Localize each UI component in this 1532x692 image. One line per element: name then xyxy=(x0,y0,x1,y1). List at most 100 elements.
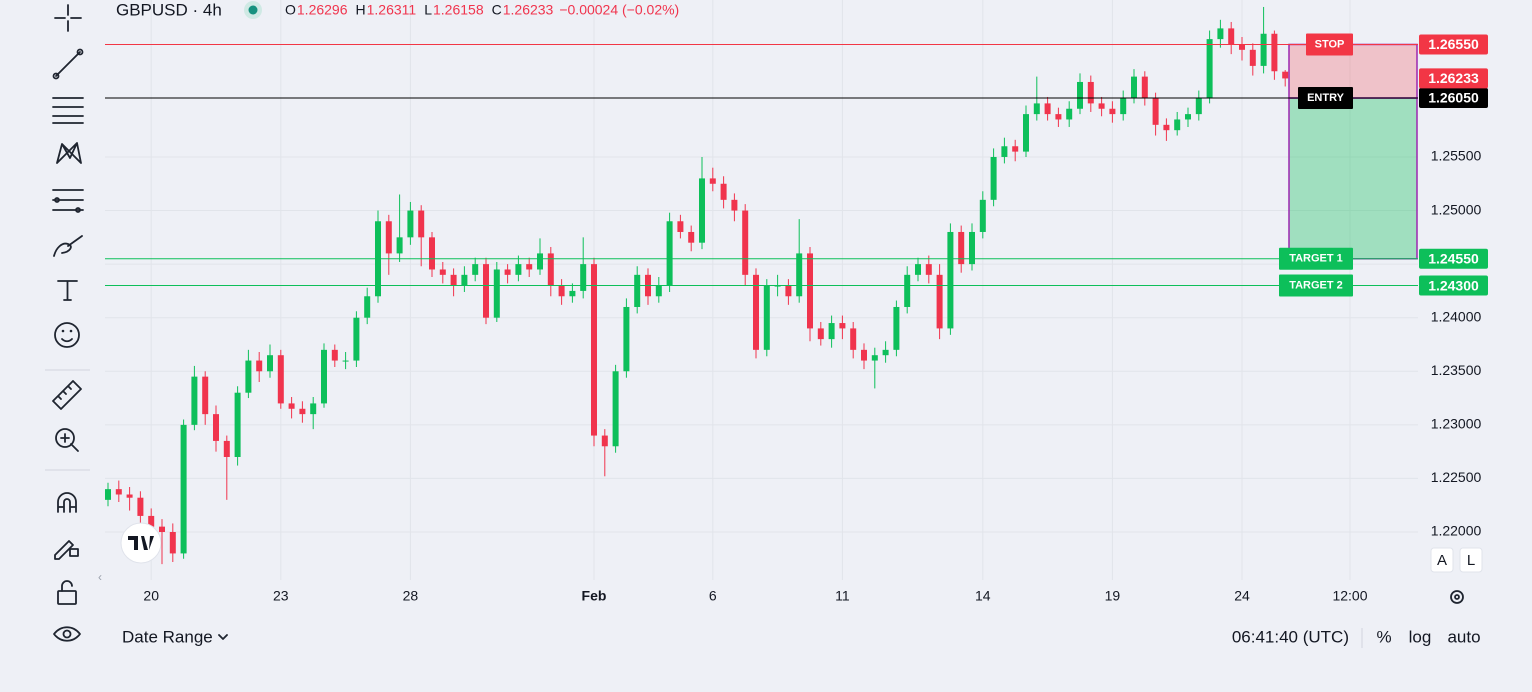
candle-body xyxy=(1098,103,1105,109)
log-scale-button[interactable]: log xyxy=(1409,627,1432,646)
candle-body xyxy=(245,360,252,393)
lock-tool[interactable] xyxy=(57,580,77,605)
candle-body xyxy=(115,489,122,495)
y-tick-label: 1.22500 xyxy=(1431,469,1482,485)
candle-body xyxy=(1044,103,1051,115)
change-label: −0.00024 (−0.02%) xyxy=(559,2,679,18)
candle-body xyxy=(882,349,889,356)
candle-body xyxy=(267,355,273,372)
candle-body xyxy=(385,221,392,254)
level-tag xyxy=(1298,87,1353,110)
date-range-chevron[interactable] xyxy=(218,634,228,640)
magnet-tool[interactable] xyxy=(57,492,77,513)
text-tool[interactable] xyxy=(57,280,78,301)
prediction-tool[interactable] xyxy=(52,189,84,213)
candle-body xyxy=(558,285,565,297)
candle-body xyxy=(223,440,230,457)
candle-body xyxy=(461,274,468,286)
x-tick-label: 28 xyxy=(403,588,419,604)
candle-body xyxy=(105,489,111,500)
tv-logo[interactable] xyxy=(120,522,162,564)
candle-body xyxy=(1087,81,1094,104)
x-tick-label: 12:00 xyxy=(1332,588,1367,604)
zoom-tool[interactable] xyxy=(55,428,79,452)
price-label: 1.24550 xyxy=(1428,250,1479,266)
candle-body xyxy=(828,323,835,340)
brush-tool[interactable] xyxy=(53,235,83,257)
ohlc-value: 1.26311 xyxy=(367,2,417,18)
candle-body xyxy=(861,349,867,361)
candle-body xyxy=(1077,81,1083,109)
candle-body xyxy=(1239,44,1245,50)
candle-body xyxy=(1185,114,1191,120)
ohlc-value: 1.26296 xyxy=(297,2,348,18)
price-label-box xyxy=(1419,275,1488,296)
scroll-arrow[interactable]: ‹ xyxy=(98,570,102,584)
x-tick-label: 20 xyxy=(143,588,159,604)
candle-body xyxy=(472,264,479,275)
auto-button[interactable] xyxy=(1430,547,1454,573)
y-tick-label: 1.24000 xyxy=(1431,308,1482,324)
auto-scale-button[interactable]: auto xyxy=(1447,627,1480,646)
clock[interactable]: 06:41:40 (UTC) xyxy=(1232,627,1349,646)
percent-button[interactable]: % xyxy=(1376,627,1391,646)
candle-body xyxy=(699,178,705,243)
candle-body xyxy=(137,497,144,516)
candle-body xyxy=(277,355,284,404)
candle-body xyxy=(515,264,522,275)
candle-body xyxy=(753,274,759,350)
settings-button[interactable] xyxy=(1450,590,1464,604)
level-tag xyxy=(1279,247,1353,270)
candle-body xyxy=(504,269,511,275)
log-button-label[interactable]: L xyxy=(1467,552,1475,569)
toolbar xyxy=(45,4,90,642)
candle-body xyxy=(353,317,360,361)
candle-body xyxy=(1141,76,1148,99)
candle-body xyxy=(1055,114,1062,120)
candle-body xyxy=(871,355,878,361)
candle-body xyxy=(969,231,975,265)
candle-body xyxy=(537,253,543,270)
log-button[interactable] xyxy=(1459,547,1483,573)
level-tag-label: TARGET 1 xyxy=(1289,253,1343,265)
date-range-button[interactable]: Date Range xyxy=(122,627,213,646)
crosshair-tool[interactable] xyxy=(54,4,82,32)
x-tick-label: 24 xyxy=(1234,588,1250,604)
candle-body xyxy=(342,360,349,362)
trend-line-tool[interactable] xyxy=(52,48,84,80)
candle-body xyxy=(925,264,932,275)
symbol-title[interactable]: GBPUSD · 4h xyxy=(116,0,222,19)
candle-body xyxy=(1163,124,1170,131)
y-tick-label: 1.22000 xyxy=(1431,523,1482,539)
candle-body xyxy=(1120,98,1127,115)
candle-body xyxy=(364,296,371,318)
candle-body xyxy=(1023,114,1029,152)
pattern-tool[interactable] xyxy=(56,142,82,164)
candle-body xyxy=(742,210,749,275)
fib-tool[interactable] xyxy=(52,97,84,124)
candle-body xyxy=(321,349,327,404)
candle-body xyxy=(634,274,641,307)
candle-body xyxy=(288,403,295,409)
price-label-box xyxy=(1419,248,1488,269)
candle-body xyxy=(191,376,198,425)
x-tick-label: 23 xyxy=(273,588,289,604)
auto-button-label[interactable]: A xyxy=(1437,552,1447,569)
candle-body xyxy=(850,328,857,350)
candle-body xyxy=(256,360,263,372)
price-label-box xyxy=(1419,88,1488,109)
candle-body xyxy=(612,371,619,447)
candle-body xyxy=(126,494,133,498)
candle-body xyxy=(396,237,403,254)
candle-body xyxy=(439,269,446,275)
lock-drawings-tool[interactable] xyxy=(54,540,79,560)
candle-body xyxy=(159,526,165,532)
x-tick-label: 14 xyxy=(975,588,991,604)
status-dot xyxy=(248,5,258,15)
candle-body xyxy=(1217,28,1224,40)
candle-body xyxy=(493,269,500,318)
emoji-tool[interactable] xyxy=(54,322,80,348)
visibility-tool[interactable] xyxy=(53,626,81,642)
ruler-tool[interactable] xyxy=(52,380,82,410)
